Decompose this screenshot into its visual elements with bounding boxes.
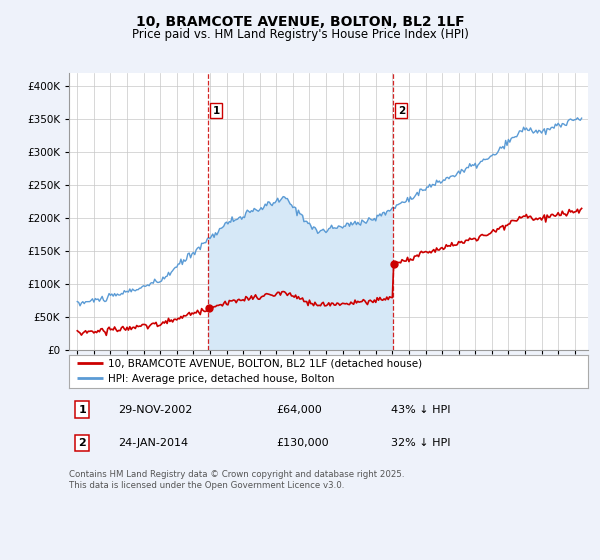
Text: 43% ↓ HPI: 43% ↓ HPI: [391, 404, 450, 414]
Text: Contains HM Land Registry data © Crown copyright and database right 2025.
This d: Contains HM Land Registry data © Crown c…: [69, 470, 404, 490]
Text: 32% ↓ HPI: 32% ↓ HPI: [391, 438, 450, 448]
Text: 24-JAN-2014: 24-JAN-2014: [118, 438, 188, 448]
Text: 29-NOV-2002: 29-NOV-2002: [118, 404, 193, 414]
Text: 2: 2: [398, 106, 405, 116]
Text: 2: 2: [79, 438, 86, 448]
Text: Price paid vs. HM Land Registry's House Price Index (HPI): Price paid vs. HM Land Registry's House …: [131, 28, 469, 41]
Text: £64,000: £64,000: [277, 404, 322, 414]
Text: HPI: Average price, detached house, Bolton: HPI: Average price, detached house, Bolt…: [108, 374, 334, 384]
Text: 1: 1: [79, 404, 86, 414]
Text: £130,000: £130,000: [277, 438, 329, 448]
Text: 10, BRAMCOTE AVENUE, BOLTON, BL2 1LF: 10, BRAMCOTE AVENUE, BOLTON, BL2 1LF: [136, 15, 464, 29]
Text: 10, BRAMCOTE AVENUE, BOLTON, BL2 1LF (detached house): 10, BRAMCOTE AVENUE, BOLTON, BL2 1LF (de…: [108, 358, 422, 368]
Text: 1: 1: [212, 106, 220, 116]
